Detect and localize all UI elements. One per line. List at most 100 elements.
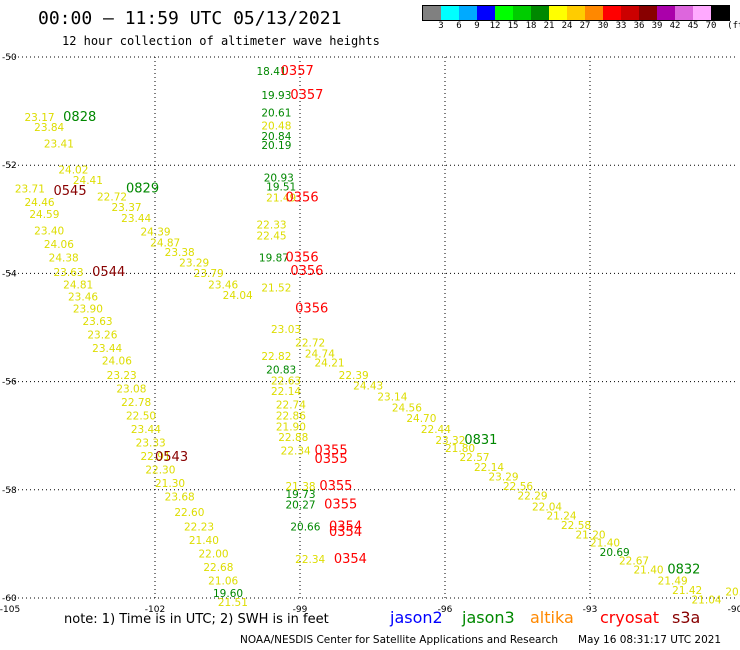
pass-time-label: 0357 xyxy=(281,64,314,79)
wave-height-label: 23.23 xyxy=(107,370,137,382)
wave-height-label: 21.38 xyxy=(286,481,316,493)
footnote: note: 1) Time is in UTC; 2) SWH is in fe… xyxy=(64,612,329,627)
pass-time-label: 0354 xyxy=(334,552,367,567)
x-tick-label: -102 xyxy=(145,605,165,615)
pass-time-label: 0544 xyxy=(92,265,125,280)
colorbar-swatch xyxy=(603,6,621,20)
wave-height-label: 22.58 xyxy=(561,520,591,532)
wave-height-label: 23.68 xyxy=(165,492,195,504)
wave-height-label: 22.50 xyxy=(126,410,156,422)
wave-height-label: 22.74 xyxy=(276,400,306,412)
pass-time-label: 0356 xyxy=(286,250,319,265)
pass-time-label: 0355 xyxy=(324,498,357,513)
wave-height-label: 24.06 xyxy=(44,239,74,251)
wave-height-label: 24.87 xyxy=(150,237,180,249)
wave-height-label: 23.63 xyxy=(54,267,84,279)
wave-height-label: 21.52 xyxy=(261,282,291,294)
pass-time-label: 0357 xyxy=(290,88,323,103)
wave-height-label: 20.19 xyxy=(261,140,291,152)
wave-height-label: 22.34 xyxy=(281,446,311,458)
wave-height-label: 21.40 xyxy=(189,535,219,547)
pass-time-label: 0829 xyxy=(126,181,159,196)
wave-height-label: 22.44 xyxy=(421,424,451,436)
wave-height-label: 22.14 xyxy=(271,386,301,398)
colorbar-swatch xyxy=(423,6,441,20)
wave-height-label: 21.90 xyxy=(276,421,306,433)
wave-height-label: 20.93 xyxy=(264,172,294,184)
wave-height-label: 23.08 xyxy=(116,383,146,395)
wave-height-label: 24.81 xyxy=(63,280,93,292)
wave-height-label: 23.29 xyxy=(179,257,209,269)
timestamp: May 16 08:31:17 UTC 2021 xyxy=(578,634,722,646)
credit-line: NOAA/NESDIS Center for Satellite Applica… xyxy=(240,634,558,646)
pass-time-label: 0356 xyxy=(286,190,319,205)
colorbar-swatch xyxy=(567,6,585,20)
colorbar-swatch xyxy=(549,6,567,20)
colorbar-swatch xyxy=(711,6,729,20)
pass-time-label: 0545 xyxy=(54,184,87,199)
wave-height-label: 23.41 xyxy=(44,138,74,150)
wave-height-label: 23.38 xyxy=(165,247,195,259)
wave-height-label: 20.27 xyxy=(286,500,316,512)
wave-height-label: 20.61 xyxy=(261,108,291,120)
chart-title: 00:00 – 11:59 UTC 05/13/2021 xyxy=(38,8,342,29)
colorbar-swatch xyxy=(693,6,711,20)
wave-height-label: 22.67 xyxy=(619,555,649,567)
wave-height-label: 24.74 xyxy=(305,348,335,360)
wave-height-label: 19.60 xyxy=(213,588,243,600)
y-tick-label: -52 xyxy=(2,161,17,171)
wave-height-label: 24.56 xyxy=(392,402,422,414)
mission-jason2: jason2 xyxy=(390,608,443,627)
colorbar-swatch xyxy=(639,6,657,20)
x-tick-label: -90 xyxy=(728,605,740,615)
colorbar-label: 45 xyxy=(687,21,699,31)
wave-height-label: 22.39 xyxy=(339,370,369,382)
wave-height-label: 21.06 xyxy=(208,575,238,587)
wave-height-label: 22.72 xyxy=(97,191,127,203)
colorbar-swatch xyxy=(621,6,639,20)
wave-height-label: 21.49 xyxy=(658,575,688,587)
colorbar-label: 3 xyxy=(438,21,444,31)
y-tick-label: -56 xyxy=(2,378,17,388)
wave-height-label: 22.88 xyxy=(278,432,308,444)
wave-height-label: 22.00 xyxy=(199,548,229,560)
wave-height-label: 24.59 xyxy=(29,209,59,221)
wave-height-label: 23.32 xyxy=(435,435,465,447)
pass-time-label: 0828 xyxy=(63,110,96,125)
colorbar-label: 24 xyxy=(561,21,573,31)
wave-height-label: 22.72 xyxy=(295,337,325,349)
wave-height-label: 23.37 xyxy=(112,202,142,214)
x-tick-label: -93 xyxy=(583,605,598,615)
colorbar-label: 15 xyxy=(507,21,519,31)
wave-height-label: 24.70 xyxy=(406,413,436,425)
mission-s3a: s3a xyxy=(672,608,701,627)
wave-height-label: 24.41 xyxy=(73,175,103,187)
mission-jason3: jason3 xyxy=(462,608,515,627)
colorbar-unit: (ft) xyxy=(727,21,740,31)
pass-time-label: 0355 xyxy=(315,444,348,459)
pass-time-label: 0832 xyxy=(667,563,700,578)
wave-height-label: 24.46 xyxy=(25,197,55,209)
colorbar-swatch xyxy=(477,6,495,20)
wave-height-label: 22.86 xyxy=(276,410,306,422)
chart-subtitle: 12 hour collection of altimeter wave hei… xyxy=(62,34,380,48)
wave-height-label: 22.60 xyxy=(174,507,204,519)
wave-height-label: 22.34 xyxy=(295,554,325,566)
wave-height-label: 21.30 xyxy=(155,478,185,490)
colorbar-swatch xyxy=(495,6,513,20)
wave-height-label: 22.29 xyxy=(518,491,548,503)
pass-time-label: 0354 xyxy=(329,519,362,534)
wave-height-label: 24.06 xyxy=(102,355,132,367)
wave-height-label: 24.39 xyxy=(141,227,171,239)
colorbar-label: 27 xyxy=(579,21,591,31)
wave-height-label: 22.78 xyxy=(121,397,151,409)
colorbar-swatch xyxy=(675,6,693,20)
pass-time-label: 0543 xyxy=(155,450,188,465)
wave-height-label: 23.46 xyxy=(208,280,238,292)
wave-height-label: 23.79 xyxy=(194,268,224,280)
pass-time-label: 0831 xyxy=(464,433,497,448)
y-tick-label: -50 xyxy=(2,53,17,63)
colorbar-label: 39 xyxy=(651,21,663,31)
